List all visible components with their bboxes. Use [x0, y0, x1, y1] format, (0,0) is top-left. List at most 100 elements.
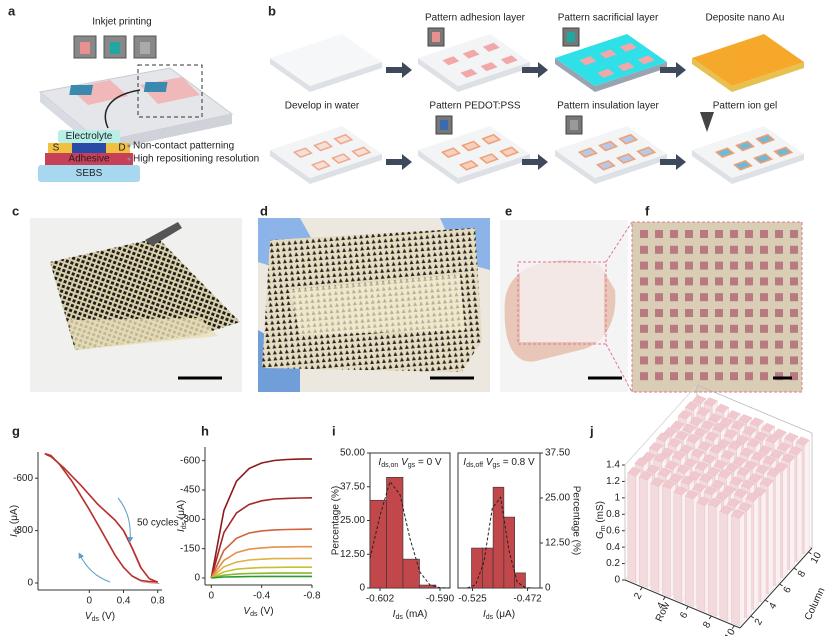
row-tick-label: 2	[632, 591, 645, 602]
bar-top	[736, 466, 751, 477]
substrate	[270, 34, 382, 86]
pad	[636, 146, 657, 158]
column-tick	[793, 567, 798, 571]
x-tick-label: 0.8	[151, 596, 165, 607]
device	[700, 372, 708, 381]
bar-front	[789, 456, 795, 571]
bar-front	[739, 512, 745, 627]
device	[790, 340, 798, 349]
step-label: Pattern PEDOT:PSS	[429, 101, 520, 112]
step-label: Pattern sacrificial layer	[558, 13, 659, 24]
device	[685, 309, 693, 317]
device	[715, 372, 723, 381]
arrow	[78, 552, 111, 583]
device	[670, 324, 678, 333]
bar-top	[777, 442, 791, 452]
bar-side	[685, 495, 694, 608]
device	[730, 245, 738, 254]
panel-label: d	[260, 203, 268, 218]
bar-top	[728, 440, 742, 450]
bar-top	[634, 457, 649, 467]
substrate	[595, 62, 667, 92]
column-axis	[739, 547, 813, 629]
device	[670, 230, 678, 238]
device	[745, 356, 753, 365]
device	[790, 277, 798, 286]
bar-top	[684, 490, 699, 500]
device	[655, 230, 663, 238]
bar-top	[715, 403, 730, 414]
bar-top	[720, 450, 735, 460]
series-line	[210, 566, 312, 579]
panel-label: f	[645, 203, 650, 218]
sheet	[520, 262, 604, 342]
bar-front	[746, 505, 752, 619]
ink	[432, 32, 440, 42]
device	[655, 293, 663, 302]
device	[745, 230, 753, 238]
substrate	[270, 150, 310, 184]
column-tick	[779, 583, 783, 587]
device	[790, 261, 798, 270]
device	[685, 230, 693, 238]
device	[775, 324, 783, 333]
layer-label: D	[118, 143, 125, 154]
y-axis-label: Percentage (%)	[331, 486, 342, 555]
bar-top	[788, 446, 803, 456]
bar-top	[769, 449, 784, 459]
y-tick-label: 12.50	[340, 549, 365, 560]
substrate	[555, 150, 595, 184]
bar-top	[641, 451, 656, 462]
x-tick-label: -0.472	[513, 594, 542, 605]
device	[640, 309, 648, 317]
text-part: V	[398, 457, 409, 468]
y-tick-label: 0	[194, 573, 200, 584]
row-tick	[639, 586, 643, 591]
arrow	[386, 154, 412, 170]
y-axis-label: Ids (μA)	[9, 505, 21, 537]
substrate	[270, 58, 310, 92]
bar-top	[712, 422, 727, 433]
bar-top	[735, 434, 750, 445]
pad	[292, 147, 313, 159]
bar-top	[751, 451, 765, 462]
ink	[567, 32, 575, 42]
bar-front	[760, 489, 767, 603]
bar-side	[696, 502, 706, 612]
pad	[458, 159, 479, 171]
bar-top	[722, 485, 737, 495]
bar-top	[693, 427, 708, 438]
bar-top	[745, 492, 760, 502]
step-label: Pattern ion gel	[713, 101, 778, 112]
pad	[732, 159, 753, 171]
device	[655, 245, 663, 254]
device	[670, 293, 678, 302]
bar-top	[754, 431, 768, 442]
bar-top	[697, 441, 712, 451]
bar-top	[784, 432, 799, 442]
bar	[386, 476, 404, 589]
device	[775, 277, 783, 286]
device	[760, 340, 768, 349]
substrate	[555, 126, 667, 178]
pad	[461, 140, 482, 152]
substrate	[418, 150, 458, 184]
bar-side	[673, 491, 683, 603]
device	[640, 372, 648, 381]
panel-label: h	[201, 423, 209, 438]
bar-top	[752, 486, 767, 497]
arrow	[522, 62, 548, 78]
z-tick-label: 1.4	[606, 460, 620, 471]
x-tick-label: 0.4	[117, 596, 131, 607]
device	[700, 293, 708, 302]
bar-top	[718, 469, 732, 479]
substrate	[310, 62, 382, 92]
device	[760, 356, 768, 365]
pad	[755, 133, 776, 145]
substrate	[555, 34, 667, 86]
pad	[577, 147, 598, 159]
text-part: (mA)	[403, 609, 427, 620]
bar-top	[653, 453, 668, 463]
device	[775, 309, 783, 317]
row-axis	[624, 579, 741, 629]
